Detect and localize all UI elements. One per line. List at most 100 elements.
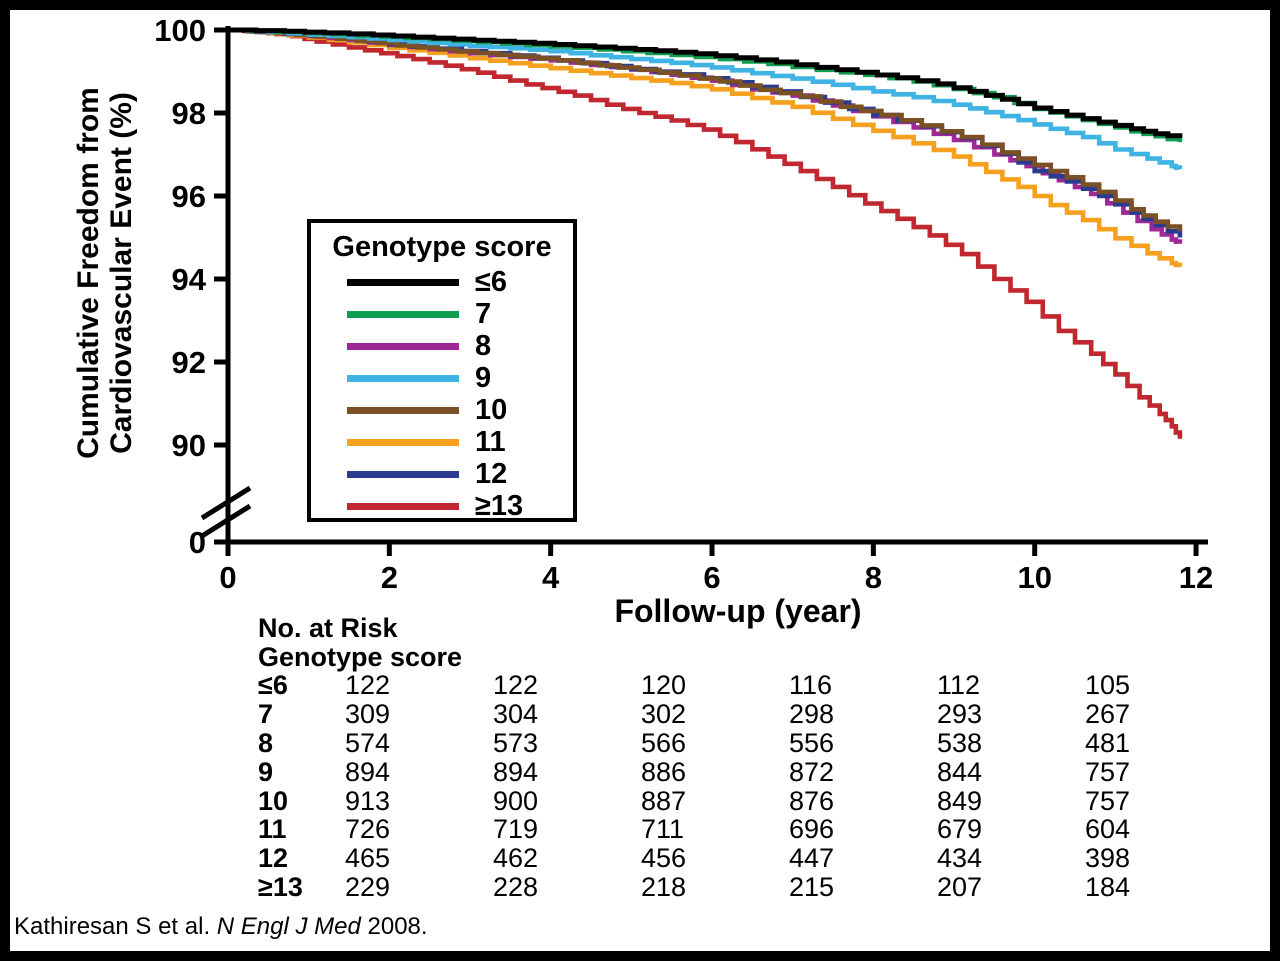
y-tick-label: 98 bbox=[172, 96, 206, 131]
risk-cell: 757 bbox=[1085, 756, 1131, 787]
risk-row-label: 7 bbox=[258, 698, 274, 729]
legend-item-s12: 12 bbox=[311, 458, 573, 490]
risk-cell: 112 bbox=[937, 669, 981, 700]
risk-cell: 566 bbox=[641, 727, 687, 758]
y-tick-label: 0 bbox=[189, 525, 206, 560]
risk-cell: 120 bbox=[641, 669, 687, 700]
risk-cell: 105 bbox=[1085, 669, 1131, 700]
risk-cell: 711 bbox=[641, 814, 685, 845]
citation-year: 2008. bbox=[360, 913, 428, 940]
risk-table: ≤6 122 122 120 116 112 105 7 309 304 302 298 293 267 8… bbox=[258, 669, 1233, 903]
risk-cell: 302 bbox=[641, 698, 687, 729]
legend-label-s12: 12 bbox=[475, 457, 508, 490]
risk-cell: 573 bbox=[493, 727, 539, 758]
y-tick-label: 90 bbox=[172, 428, 206, 463]
legend-label-s7: 7 bbox=[475, 297, 492, 330]
legend-swatch-s7 bbox=[347, 310, 459, 318]
risk-cell: 447 bbox=[789, 843, 835, 874]
citation: Kathiresan S et al. N Engl J Med 2008. bbox=[14, 913, 428, 941]
risk-cell: 207 bbox=[937, 872, 983, 903]
risk-cell: 122 bbox=[345, 669, 391, 700]
risk-cell: 696 bbox=[789, 814, 835, 845]
risk-cell: 913 bbox=[345, 785, 391, 816]
risk-cell: 218 bbox=[641, 872, 687, 903]
risk-cell: 465 bbox=[345, 843, 391, 874]
risk-cell: 456 bbox=[641, 843, 687, 874]
legend-swatch-s12 bbox=[347, 470, 459, 478]
x-axis-title: Follow-up (year) bbox=[614, 593, 862, 629]
legend-label-s11: 11 bbox=[475, 425, 506, 458]
risk-cell: 481 bbox=[1085, 727, 1131, 758]
y-axis-title-line2: Cardiovascular Event (%) bbox=[105, 92, 138, 454]
y-tick-label: 100 bbox=[154, 13, 206, 48]
y-axis-title-line1: Cumulative Freedom from bbox=[72, 87, 105, 459]
risk-cell: 679 bbox=[937, 814, 983, 845]
y-tick-label: 96 bbox=[172, 179, 206, 214]
axis-break-slash bbox=[200, 485, 252, 521]
risk-row-label: 10 bbox=[258, 785, 289, 816]
risk-cell: 215 bbox=[789, 872, 835, 903]
legend-item-s8: 8 bbox=[311, 330, 573, 362]
legend-label-s10: 10 bbox=[475, 393, 508, 426]
x-tick-label: 8 bbox=[865, 560, 882, 595]
risk-cell: 900 bbox=[493, 785, 539, 816]
x-tick-label: 4 bbox=[542, 560, 560, 595]
risk-row-label: ≥13 bbox=[258, 872, 303, 903]
y-axis-title: Cumulative Freedom from Cardiovascular E… bbox=[72, 10, 142, 573]
series-line-s10 bbox=[228, 27, 1183, 232]
risk-cell: 304 bbox=[493, 698, 539, 729]
x-tick-label: 10 bbox=[1017, 560, 1051, 595]
risk-cell: 726 bbox=[345, 814, 391, 845]
risk-cell: 184 bbox=[1085, 872, 1131, 903]
risk-row-label: 11 bbox=[258, 814, 287, 845]
legend-swatch-s8 bbox=[347, 342, 459, 350]
risk-cell: 267 bbox=[1085, 698, 1131, 729]
figure-canvas: 100 98 96 94 92 90 0 0 2 4 6 8 10 12 Cumulative Freed… bbox=[10, 10, 1270, 951]
risk-cell: 886 bbox=[641, 756, 687, 787]
risk-cell: 887 bbox=[641, 785, 687, 816]
risk-table-header-line2: Genotype score bbox=[258, 642, 463, 672]
x-tick-label: 0 bbox=[219, 560, 236, 595]
legend-label-le6: ≤6 bbox=[475, 265, 508, 298]
risk-cell: 894 bbox=[345, 756, 391, 787]
series-line-le6 bbox=[228, 27, 1183, 139]
risk-cell: 894 bbox=[493, 756, 539, 787]
series-line-ge13 bbox=[228, 27, 1183, 439]
risk-cell: 719 bbox=[493, 814, 539, 845]
risk-cell: 122 bbox=[493, 669, 539, 700]
legend-label-s9: 9 bbox=[475, 361, 492, 394]
risk-cell: 398 bbox=[1085, 843, 1131, 874]
risk-cell: 298 bbox=[789, 698, 835, 729]
risk-cell: 538 bbox=[937, 727, 983, 758]
legend-title: Genotype score bbox=[332, 231, 552, 263]
risk-cell: 849 bbox=[937, 785, 983, 816]
risk-cell: 116 bbox=[789, 669, 833, 700]
risk-cell: 604 bbox=[1085, 814, 1131, 845]
legend-label-ge13: ≥13 bbox=[475, 489, 524, 522]
citation-authors: Kathiresan S et al. bbox=[14, 913, 217, 940]
legend-item-s11: 11 bbox=[311, 426, 573, 458]
legend-swatch-ge13 bbox=[347, 502, 459, 510]
legend-rows: ≤6 7 8 9 10 11 12 ≥13 bbox=[311, 266, 573, 522]
risk-cell: 293 bbox=[937, 698, 983, 729]
risk-cell: 228 bbox=[493, 872, 539, 903]
risk-cell: 757 bbox=[1085, 785, 1131, 816]
risk-table-header: No. at Risk Genotype score bbox=[258, 614, 462, 672]
risk-cell: 309 bbox=[345, 698, 391, 729]
legend-box: Genotype score ≤6 7 8 9 10 11 12 ≥13 bbox=[307, 219, 577, 522]
legend-swatch-s11 bbox=[347, 438, 459, 446]
risk-row-label: 9 bbox=[258, 756, 274, 787]
legend-label-s8: 8 bbox=[475, 329, 492, 362]
x-tick-label: 12 bbox=[1179, 560, 1213, 595]
legend-item-le6: ≤6 bbox=[311, 266, 573, 298]
legend-item-s10: 10 bbox=[311, 394, 573, 426]
legend-item-s9: 9 bbox=[311, 362, 573, 394]
risk-cell: 574 bbox=[345, 727, 391, 758]
risk-row-label: 12 bbox=[258, 843, 289, 874]
legend-item-s7: 7 bbox=[311, 298, 573, 330]
series-line-s9 bbox=[228, 27, 1183, 170]
risk-cell: 462 bbox=[493, 843, 539, 874]
risk-cell: 876 bbox=[789, 785, 835, 816]
